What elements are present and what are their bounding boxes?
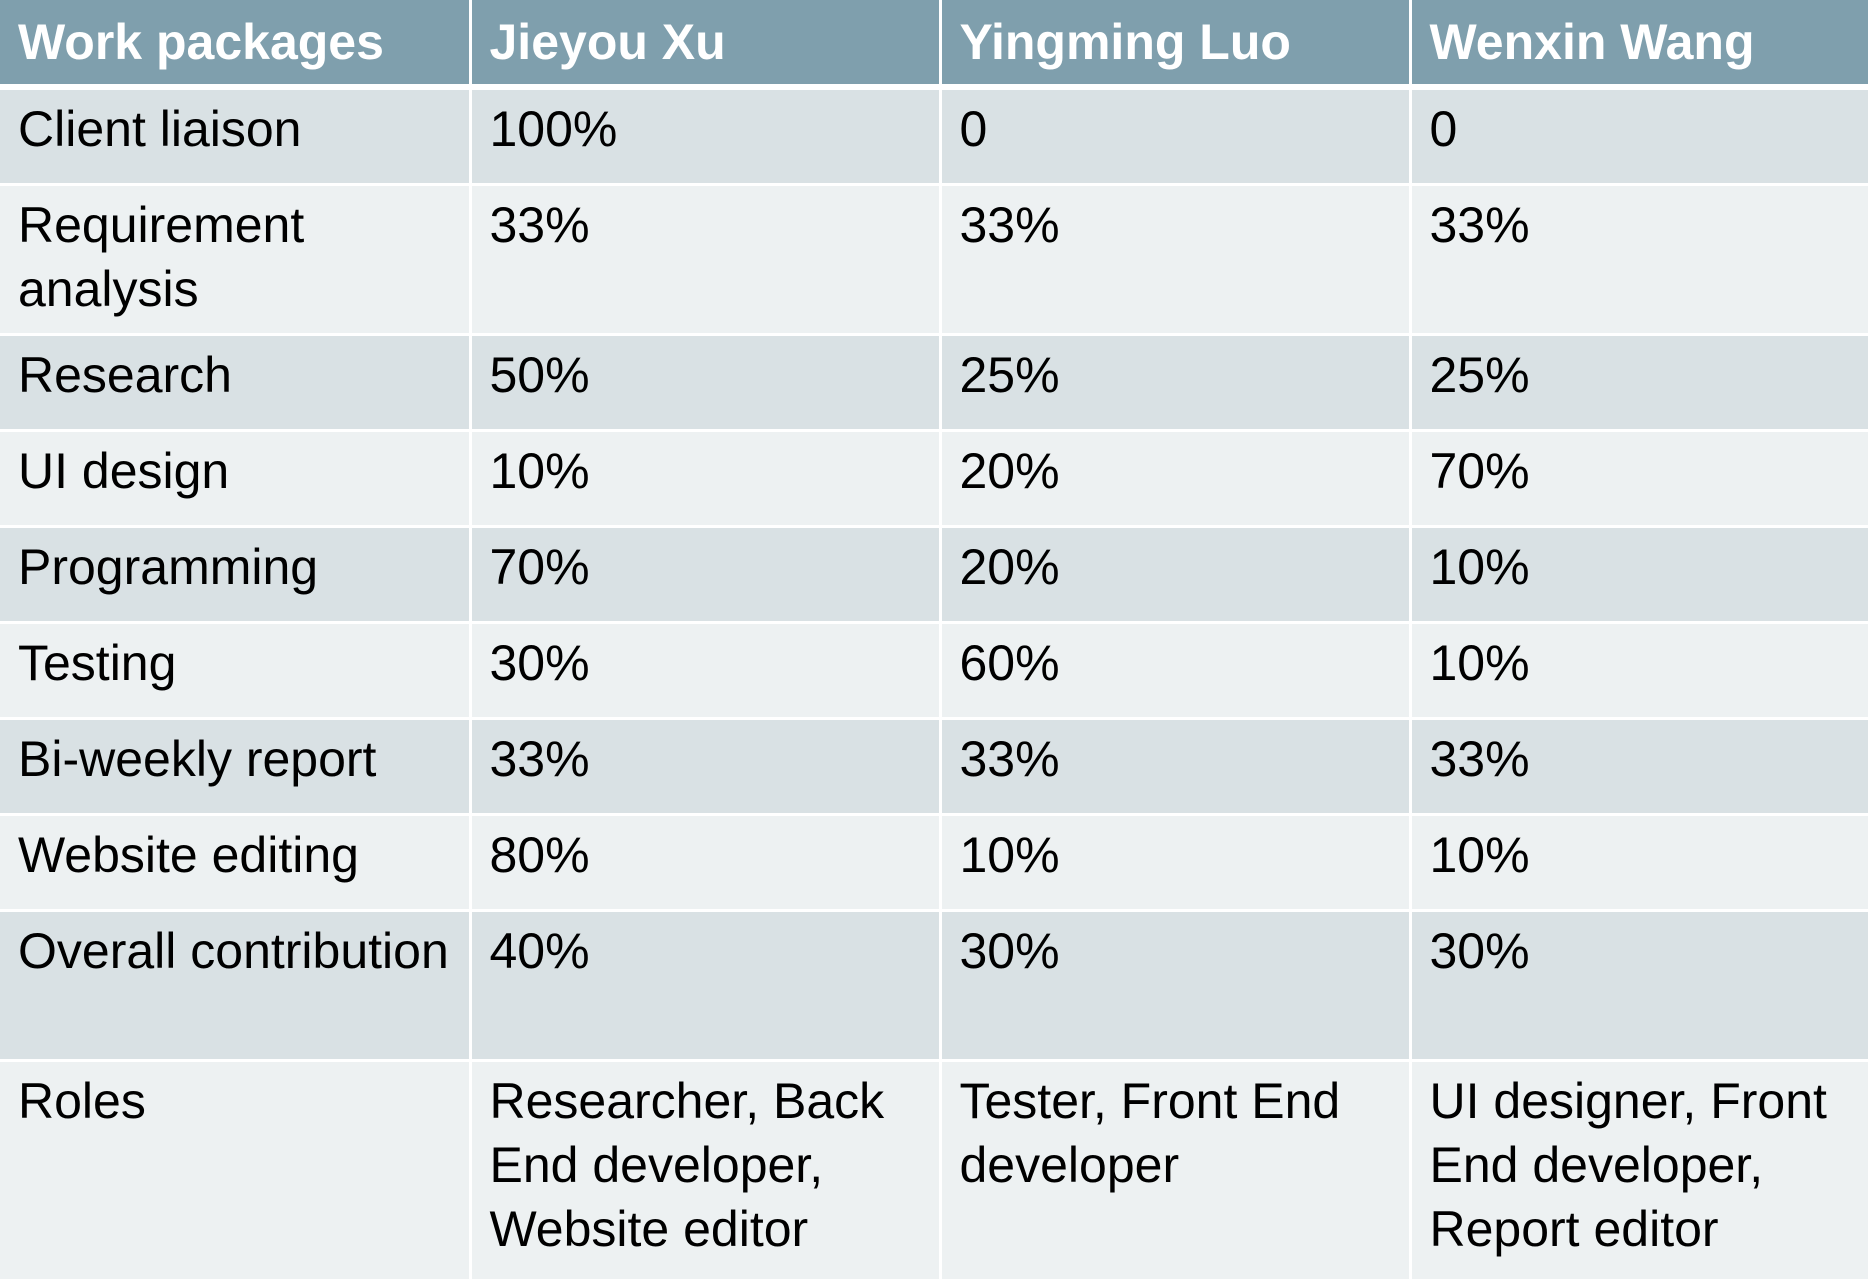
table-row: Testing 30% 60% 10%: [0, 621, 1868, 720]
cell-yingming-luo: 0: [938, 87, 1412, 186]
cell-wenxin-wang: UI designer, Front End developer, Report…: [1408, 1059, 1868, 1282]
cell-yingming-luo: 33%: [938, 717, 1412, 816]
cell-wenxin-wang: 10%: [1408, 813, 1868, 912]
header-yingming-luo: Yingming Luo: [938, 0, 1412, 90]
row-label: Requirement analysis: [0, 183, 472, 336]
cell-wenxin-wang: 25%: [1408, 333, 1868, 432]
cell-yingming-luo: 20%: [938, 429, 1412, 528]
row-label: Programming: [0, 525, 472, 624]
cell-jieyou-xu: 50%: [468, 333, 942, 432]
row-label: Roles: [0, 1059, 472, 1282]
table-row: Research 50% 25% 25%: [0, 333, 1868, 432]
cell-jieyou-xu: 33%: [468, 183, 942, 336]
cell-jieyou-xu: 80%: [468, 813, 942, 912]
table-row: Website editing 80% 10% 10%: [0, 813, 1868, 912]
table-row: UI design 10% 20% 70%: [0, 429, 1868, 528]
cell-jieyou-xu: 33%: [468, 717, 942, 816]
cell-jieyou-xu: 70%: [468, 525, 942, 624]
row-label: Website editing: [0, 813, 472, 912]
cell-jieyou-xu: 30%: [468, 621, 942, 720]
cell-yingming-luo: 33%: [938, 183, 1412, 336]
cell-jieyou-xu: Researcher, Back End developer, Website …: [468, 1059, 942, 1282]
cell-wenxin-wang: 33%: [1408, 183, 1868, 336]
row-label: Bi-weekly report: [0, 717, 472, 816]
cell-yingming-luo: 10%: [938, 813, 1412, 912]
row-label: UI design: [0, 429, 472, 528]
table-row: Overall contribution 40% 30% 30%: [0, 909, 1868, 1062]
table-row: Requirement analysis 33% 33% 33%: [0, 183, 1868, 336]
header-jieyou-xu: Jieyou Xu: [468, 0, 942, 90]
row-label: Testing: [0, 621, 472, 720]
table-row: Programming 70% 20% 10%: [0, 525, 1868, 624]
cell-yingming-luo: 60%: [938, 621, 1412, 720]
cell-wenxin-wang: 30%: [1408, 909, 1868, 1062]
table-row: Bi-weekly report 33% 33% 33%: [0, 717, 1868, 816]
cell-yingming-luo: Tester, Front End developer: [938, 1059, 1412, 1282]
cell-yingming-luo: 25%: [938, 333, 1412, 432]
row-label: Overall contribution: [0, 909, 472, 1062]
cell-wenxin-wang: 0: [1408, 87, 1868, 186]
row-label: Research: [0, 333, 472, 432]
cell-jieyou-xu: 100%: [468, 87, 942, 186]
cell-wenxin-wang: 33%: [1408, 717, 1868, 816]
cell-wenxin-wang: 70%: [1408, 429, 1868, 528]
table-row: Roles Researcher, Back End developer, We…: [0, 1059, 1868, 1282]
row-label: Client liaison: [0, 87, 472, 186]
table-row: Client liaison 100% 0 0: [0, 87, 1868, 186]
cell-wenxin-wang: 10%: [1408, 621, 1868, 720]
cell-yingming-luo: 20%: [938, 525, 1412, 624]
cell-jieyou-xu: 10%: [468, 429, 942, 528]
header-wenxin-wang: Wenxin Wang: [1408, 0, 1868, 90]
cell-wenxin-wang: 10%: [1408, 525, 1868, 624]
header-work-packages: Work packages: [0, 0, 472, 90]
cell-jieyou-xu: 40%: [468, 909, 942, 1062]
cell-yingming-luo: 30%: [938, 909, 1412, 1062]
table-header-row: Work packages Jieyou Xu Yingming Luo Wen…: [0, 0, 1868, 90]
